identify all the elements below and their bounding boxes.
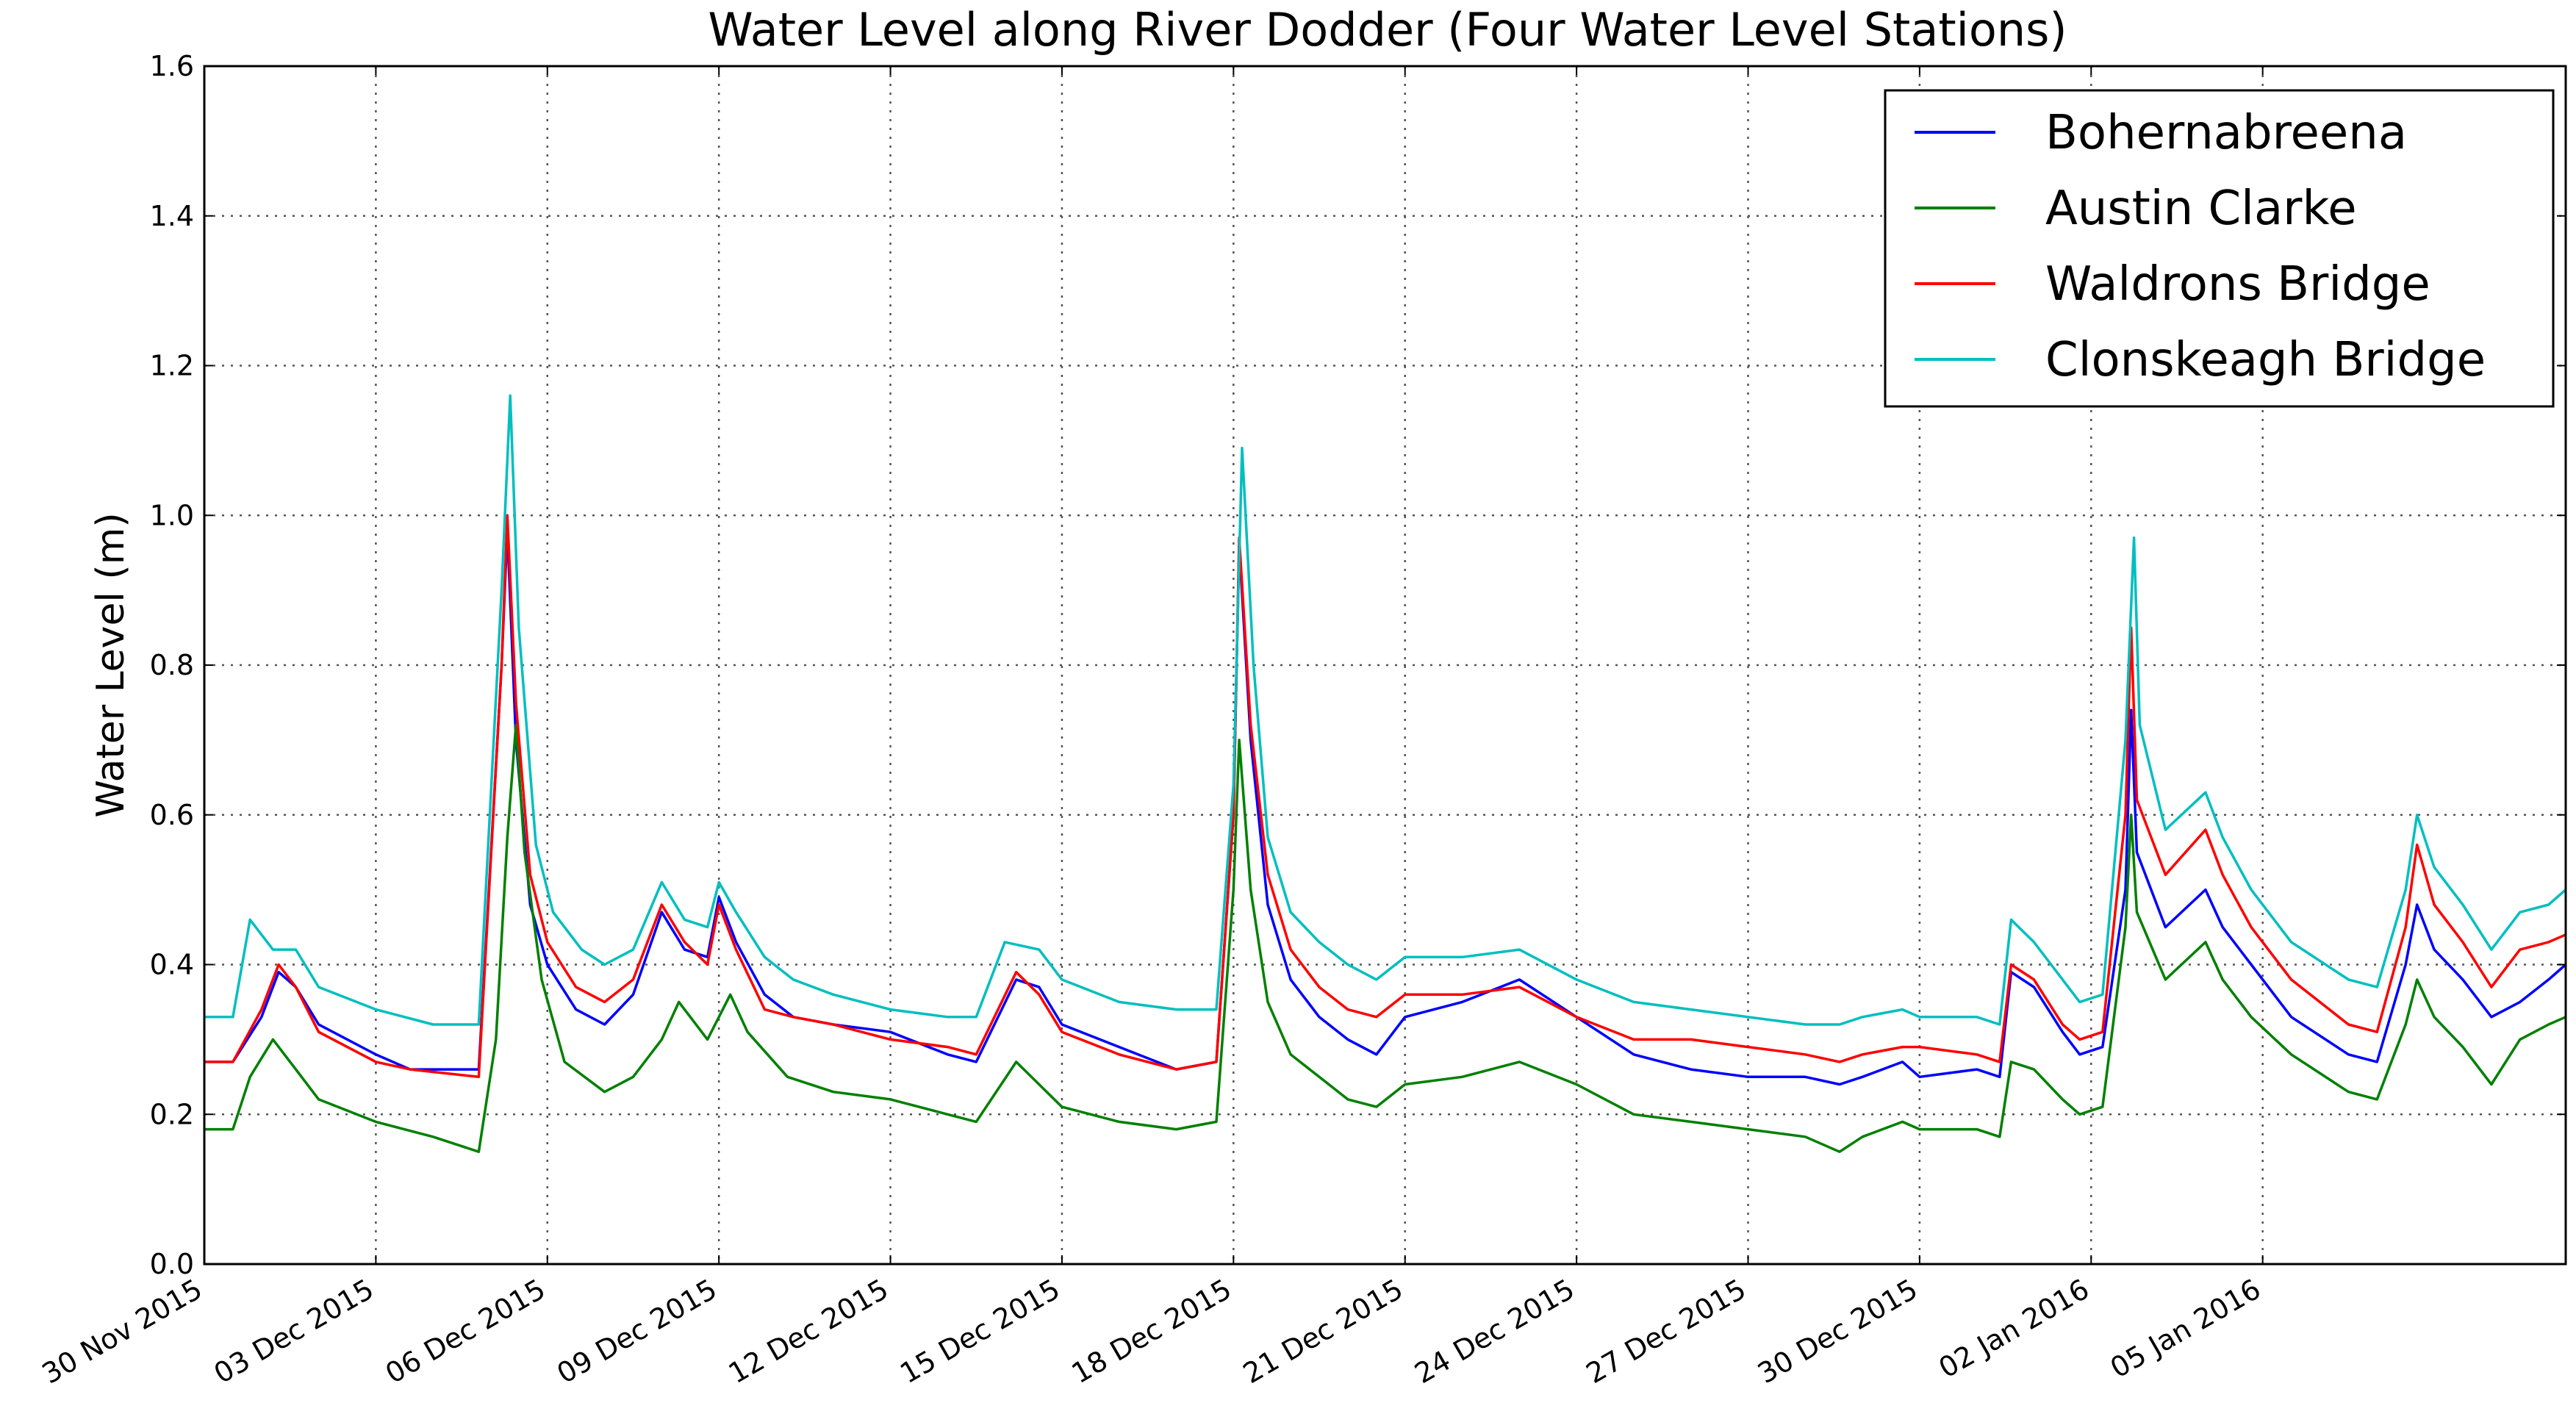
legend: Bohernabreena Austin Clarke Waldrons Bridg… bbox=[1884, 89, 2555, 408]
series-line-waldrons-bridge bbox=[204, 514, 2566, 1079]
y-tick-label: 1.2 bbox=[150, 350, 194, 382]
y-tick-label: 1.4 bbox=[150, 200, 194, 232]
legend-label: Clonskeagh Bridge bbox=[2045, 333, 2486, 387]
series-line-bohernabreena bbox=[204, 528, 2567, 1086]
y-axis-ticks: 0.0 0.2 0.4 0.6 0.8 1.0 1.2 1.4 1.6 bbox=[150, 50, 2566, 1280]
chart-title: Water Level along River Dodder (Four Wat… bbox=[708, 3, 2067, 57]
series-line-clonskeagh-bridge bbox=[204, 394, 2567, 1026]
series-line-austin-clarke bbox=[204, 723, 2566, 1153]
series-lines bbox=[204, 394, 2567, 1153]
y-tick-label: 0.8 bbox=[150, 649, 194, 681]
y-tick-label: 0.2 bbox=[150, 1098, 194, 1130]
y-tick-label: 1.0 bbox=[150, 499, 194, 531]
y-tick-label: 0.4 bbox=[150, 949, 194, 981]
y-tick-label: 0.0 bbox=[150, 1248, 194, 1280]
legend-frame bbox=[1884, 89, 2555, 408]
y-tick-label: 1.6 bbox=[150, 50, 194, 82]
y-tick-label: 0.6 bbox=[150, 799, 194, 831]
y-axis-label: Water Level (m) bbox=[89, 512, 133, 817]
legend-label: Bohernabreena bbox=[2045, 106, 2407, 160]
legend-label: Austin Clarke bbox=[2045, 182, 2357, 236]
legend-label: Waldrons Bridge bbox=[2045, 257, 2430, 312]
